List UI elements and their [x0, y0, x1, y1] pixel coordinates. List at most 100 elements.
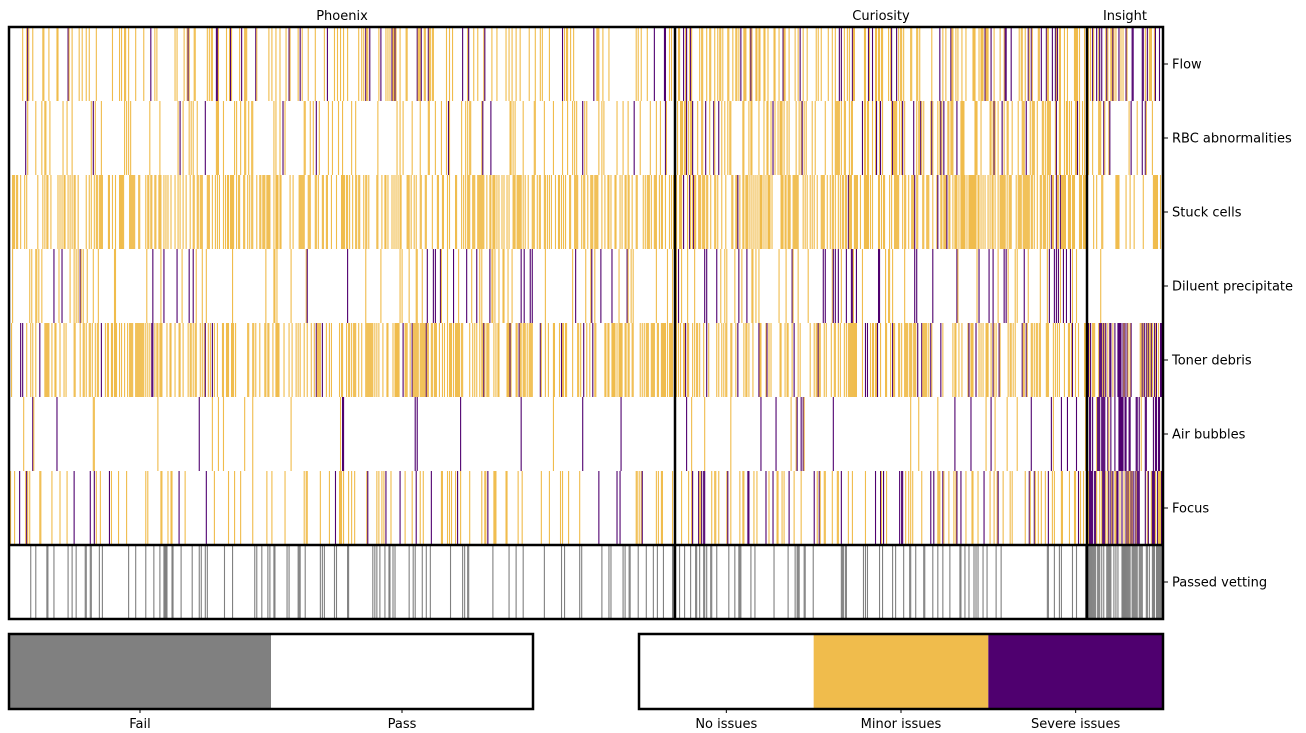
issue-cell	[208, 175, 210, 249]
row-label-flow: Flow	[1172, 58, 1202, 73]
issue-cell	[32, 27, 34, 101]
issue-cell	[875, 101, 878, 175]
issue-cell	[1152, 175, 1154, 249]
issue-cell	[222, 397, 225, 471]
issue-cell	[843, 323, 845, 397]
issue-cell	[989, 101, 991, 175]
issue-cell	[523, 323, 525, 397]
issue-cell	[580, 323, 582, 397]
vetting-fail-cell	[696, 545, 698, 619]
issue-cell	[694, 323, 696, 397]
vetting-legend: Fail Pass	[7, 632, 535, 732]
issue-cell	[74, 175, 76, 249]
issue-cell	[36, 249, 38, 323]
issue-cell	[832, 175, 834, 249]
issue-cell	[899, 471, 901, 545]
vetting-fail-cell	[804, 545, 806, 619]
issue-cell	[751, 27, 753, 101]
issue-cell	[509, 101, 511, 175]
issue-cell	[972, 175, 974, 249]
issue-cell	[994, 101, 996, 175]
issue-cell	[1119, 397, 1121, 471]
issue-cell	[1023, 101, 1025, 175]
issue-cell	[802, 27, 804, 101]
issue-cell	[1063, 175, 1065, 249]
issue-cell	[874, 101, 877, 175]
issue-cell	[457, 323, 459, 397]
issue-cell	[478, 175, 480, 249]
issue-cell	[573, 27, 575, 101]
issue-cell	[905, 471, 907, 545]
issue-cell	[785, 175, 787, 249]
issue-cell	[79, 323, 81, 397]
issue-cell	[948, 471, 950, 545]
issue-cell	[1065, 101, 1067, 175]
issue-cell	[1052, 175, 1054, 249]
issue-cell	[570, 27, 572, 101]
issue-cell	[26, 27, 28, 101]
vetting-fail-cell	[522, 545, 524, 619]
issue-cell	[721, 101, 723, 175]
issue-cell	[948, 175, 950, 249]
issue-cell	[780, 175, 782, 249]
issue-cell	[1145, 397, 1147, 471]
issue-cell	[448, 323, 451, 397]
issue-cell	[1134, 471, 1136, 545]
issue-cell	[44, 101, 46, 175]
issue-cell	[45, 323, 47, 397]
issue-cell	[89, 323, 91, 397]
issue-cell	[971, 323, 973, 397]
vetting-fail-cell	[662, 545, 664, 619]
issue-cell	[878, 175, 881, 249]
issue-cell	[1110, 397, 1112, 471]
issue-cell	[1096, 27, 1098, 101]
issue-cell	[384, 175, 386, 249]
vetting-fail-cell	[1121, 545, 1123, 619]
issue-cell	[363, 27, 365, 101]
issue-cell	[1084, 397, 1087, 471]
issue-cell	[836, 471, 838, 545]
issue-cell	[627, 323, 629, 397]
issue-cell	[226, 175, 229, 249]
issue-cell	[1059, 101, 1061, 175]
vetting-fail-cell	[543, 545, 545, 619]
issue-cell	[1022, 323, 1024, 397]
issue-cell	[799, 323, 801, 397]
issue-cell	[273, 249, 275, 323]
issue-cell	[128, 101, 130, 175]
issue-cell	[494, 175, 496, 249]
issue-cell	[901, 471, 903, 545]
issue-cell	[1033, 471, 1035, 545]
issue-cell	[194, 27, 196, 101]
vetting-legend-label-fail: Fail	[129, 717, 150, 732]
issue-cell	[710, 27, 712, 101]
issue-cell	[203, 323, 205, 397]
issue-cell	[592, 323, 594, 397]
issue-cell	[502, 249, 504, 323]
issue-cell	[229, 175, 232, 249]
issue-cell	[369, 27, 371, 101]
issue-cell	[514, 101, 516, 175]
issue-cell	[704, 175, 706, 249]
issue-cell	[567, 27, 569, 101]
issue-cell	[494, 471, 496, 545]
issue-cell	[508, 323, 510, 397]
curiosity-title: Curiosity	[852, 9, 910, 24]
issue-cell	[973, 27, 975, 101]
issue-cell	[355, 175, 357, 249]
heatmap-frame	[7, 25, 1165, 621]
issue-cell	[800, 397, 802, 471]
issue-cell	[1154, 397, 1156, 471]
vetting-fail-cell	[1106, 545, 1108, 619]
issue-cell	[477, 175, 479, 249]
issue-cell	[184, 471, 186, 545]
issue-cell	[227, 175, 230, 249]
issue-cell	[1118, 27, 1120, 101]
issue-cell	[505, 471, 507, 545]
issue-cell	[157, 323, 159, 397]
issue-cell	[789, 175, 791, 249]
issue-cell	[1079, 175, 1082, 249]
issue-cell	[843, 101, 845, 175]
issue-cell	[683, 27, 685, 101]
issue-cell	[936, 175, 938, 249]
